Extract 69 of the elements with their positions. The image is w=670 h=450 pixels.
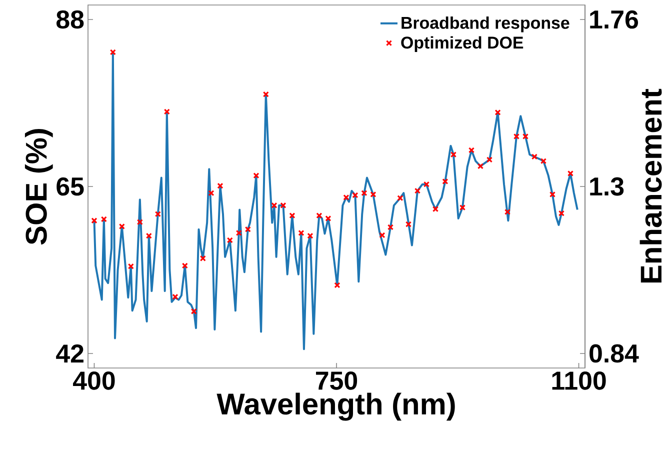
point [513, 133, 520, 140]
point [325, 215, 332, 222]
x-tick-label: 1100 [552, 372, 606, 390]
y2-axis-title: Enhancement [640, 88, 662, 282]
point [432, 206, 439, 212]
point [558, 210, 565, 216]
point [236, 230, 242, 236]
y2-tick-label: 1.3 [590, 177, 624, 196]
point [164, 108, 170, 115]
point [522, 133, 529, 140]
x-axis-title: Wavelength (nm) [216, 392, 455, 421]
point [494, 109, 501, 116]
y2-tick-label: 0.84 [590, 344, 639, 363]
point [379, 232, 386, 238]
x-tick-label: 400 [73, 372, 115, 390]
point [531, 154, 538, 160]
point [504, 208, 511, 215]
point [100, 216, 107, 222]
point [397, 195, 404, 202]
point [307, 232, 314, 239]
legend-label: Broadband response [402, 16, 570, 32]
point [486, 156, 493, 163]
x-tick-label: 750 [316, 372, 358, 390]
point [414, 188, 421, 194]
point [253, 172, 260, 179]
point [136, 219, 143, 226]
point [567, 170, 574, 176]
point [128, 263, 134, 270]
point [226, 237, 233, 244]
point [540, 158, 547, 164]
point [334, 282, 340, 288]
point [423, 181, 430, 188]
legend-label: Optimized DOE [401, 36, 524, 52]
point [352, 192, 358, 198]
point [549, 191, 556, 198]
y-axis-title: SOE (%) [24, 129, 53, 245]
point [110, 49, 116, 56]
point [190, 308, 197, 314]
point [182, 262, 188, 269]
point [91, 218, 98, 224]
y-tick-label: 42 [56, 344, 84, 363]
point [154, 211, 161, 218]
point [217, 182, 224, 189]
point [280, 202, 286, 208]
point [244, 226, 251, 232]
point [442, 178, 448, 184]
point [405, 221, 412, 228]
point [361, 190, 368, 196]
point [477, 163, 484, 170]
point [450, 152, 457, 158]
point [459, 204, 466, 211]
point [468, 147, 475, 154]
point [271, 202, 278, 208]
point [343, 194, 350, 200]
point [208, 190, 214, 196]
point [370, 191, 376, 198]
point [298, 230, 304, 236]
point [172, 294, 178, 300]
y2-tick-label: 1.76 [590, 10, 638, 29]
point [200, 255, 206, 262]
point [146, 232, 152, 239]
point [316, 212, 322, 219]
point [118, 223, 125, 230]
point [387, 224, 394, 230]
line-series [93, 52, 578, 350]
point [262, 91, 269, 98]
y-tick-label: 65 [56, 177, 84, 196]
y-tick-label: 88 [56, 10, 84, 29]
point [289, 212, 296, 219]
